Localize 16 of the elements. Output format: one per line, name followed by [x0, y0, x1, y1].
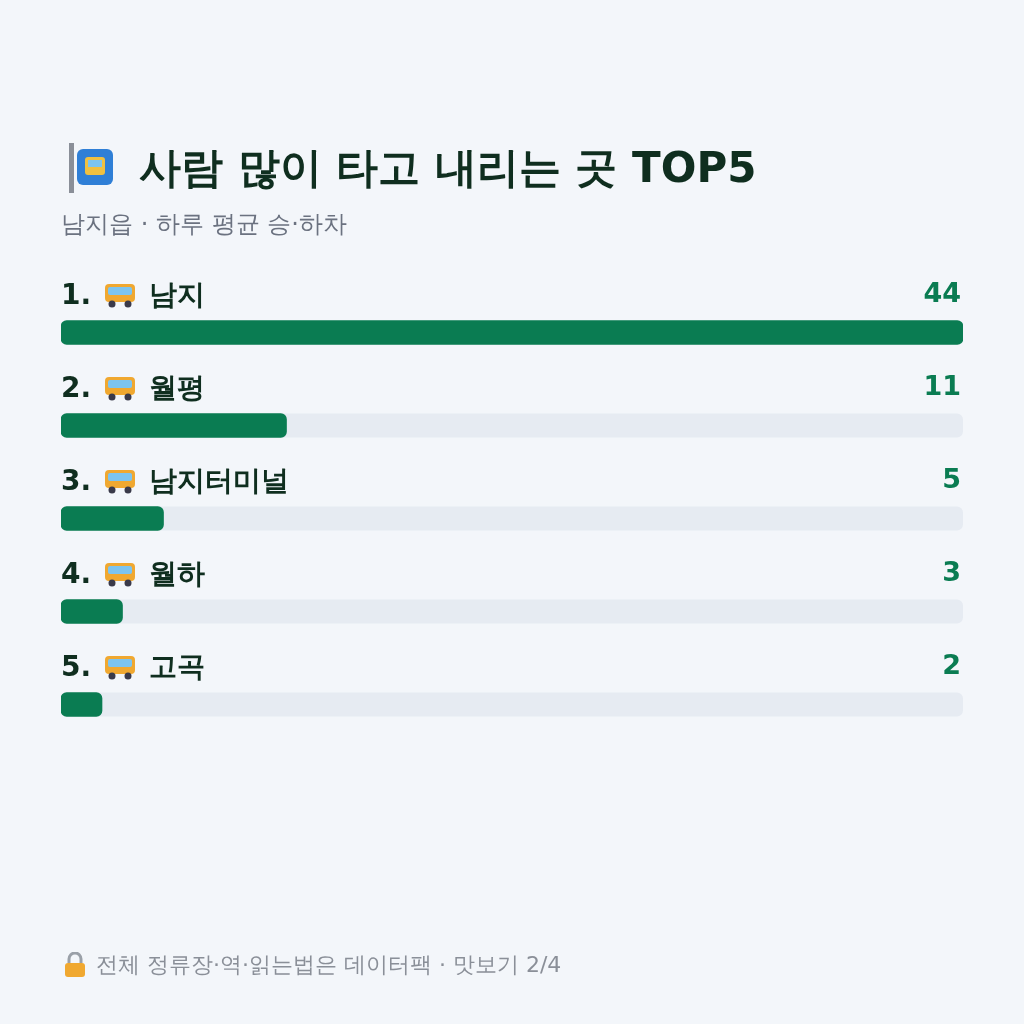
text: 전체 정류장·역·읽는법은 데이터팩 · 맛보기 2/4: [96, 951, 562, 979]
data-label: 44: [923, 276, 961, 308]
bar: [61, 506, 164, 531]
category-label: 5. 고곡: [61, 649, 206, 683]
data-label: 5: [942, 462, 961, 494]
category-label: 2. 월평: [61, 370, 206, 404]
chart-subtitle: 남지읍 · 하루 평균 승·하차: [61, 209, 347, 240]
data-label: 11: [923, 369, 961, 401]
data-label: 3: [942, 555, 961, 587]
category-label: 3. 남지터미널: [61, 463, 290, 497]
category-label: 4. 월하: [61, 556, 206, 590]
data-label: 2: [942, 648, 961, 680]
bar: [61, 599, 123, 624]
category-label: 1. 남지: [61, 277, 206, 311]
chart-title: 사람 많이 타고 내리는 곳 TOP5: [139, 142, 757, 194]
bar: [61, 692, 103, 717]
